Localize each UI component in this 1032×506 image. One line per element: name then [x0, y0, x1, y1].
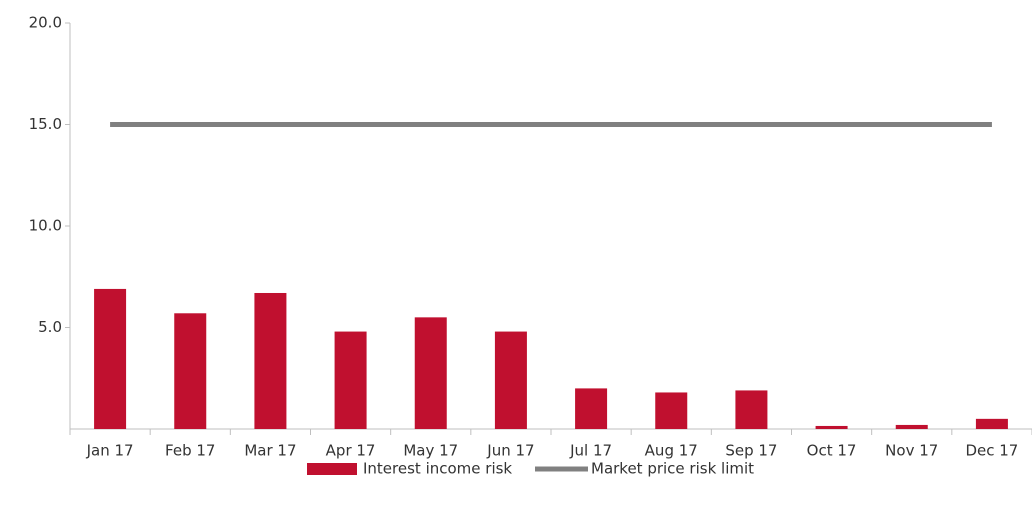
x-tick-label: May 17: [403, 442, 458, 460]
bar: [575, 388, 608, 429]
y-tick-label: 20.0: [29, 14, 62, 32]
bar: [975, 418, 1008, 429]
bar: [815, 425, 848, 429]
legend-swatch: [307, 463, 357, 475]
x-tick-label: Nov 17: [885, 442, 938, 460]
x-tick-label: Sep 17: [725, 442, 777, 460]
x-tick-label: Aug 17: [645, 442, 698, 460]
x-tick-label: Jun 17: [486, 442, 534, 460]
x-tick-label: Feb 17: [165, 442, 215, 460]
y-tick-label: 10.0: [29, 217, 62, 235]
legend-label: Market price risk limit: [591, 460, 754, 478]
x-tick-label: Mar 17: [244, 442, 296, 460]
bar: [414, 317, 447, 429]
x-tick-label: Oct 17: [807, 442, 857, 460]
bar: [254, 292, 287, 429]
x-tick-label: Apr 17: [326, 442, 376, 460]
bar: [895, 424, 928, 429]
y-tick-label: 15.0: [29, 115, 62, 133]
y-tick-label: 5.0: [38, 318, 62, 336]
x-tick-label: Dec 17: [965, 442, 1018, 460]
x-tick-label: Jul 17: [569, 442, 612, 460]
x-tick-label: Jan 17: [86, 442, 134, 460]
legend-label: Interest income risk: [363, 460, 512, 478]
bar: [334, 331, 367, 429]
bar: [94, 288, 127, 429]
bar: [735, 390, 768, 429]
bar: [494, 331, 527, 429]
bar: [174, 313, 207, 429]
bar: [655, 392, 688, 429]
